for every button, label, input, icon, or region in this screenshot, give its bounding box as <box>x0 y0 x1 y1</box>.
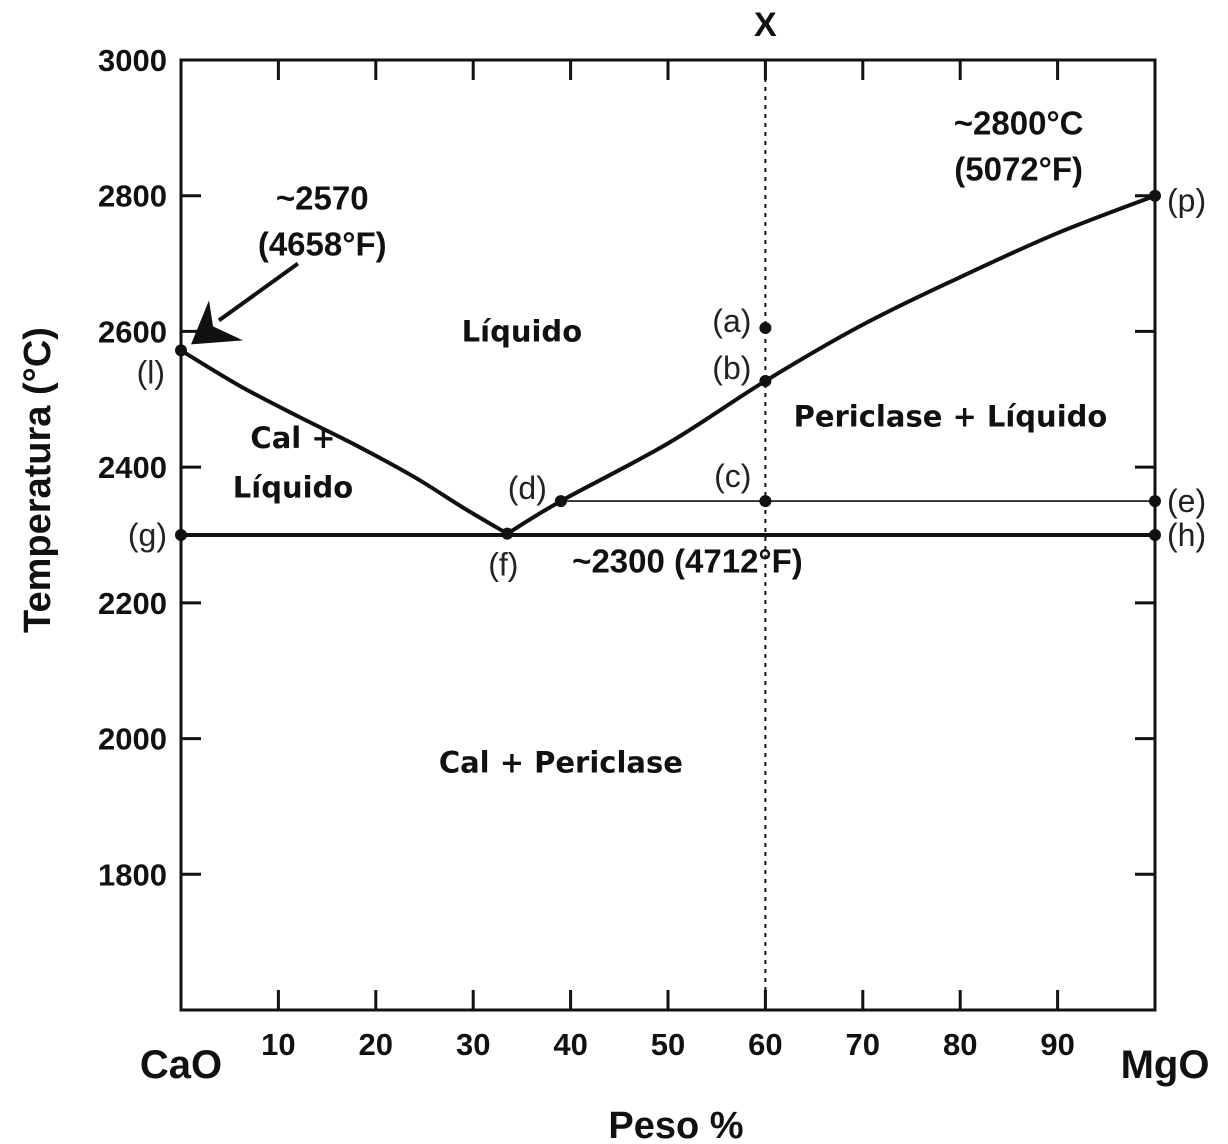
x-end-label-left: CaO <box>140 1043 222 1087</box>
y-tick-label: 2000 <box>98 722 167 757</box>
point-label: (b) <box>712 350 751 386</box>
plot-lines <box>179 60 1156 1010</box>
x-tick-label: 20 <box>359 1027 393 1062</box>
annotation-text: ~2800°C <box>954 105 1084 142</box>
data-point <box>759 495 772 508</box>
x-tick-label: 80 <box>943 1027 977 1062</box>
point-label: (l) <box>137 354 165 390</box>
data-point <box>554 495 567 508</box>
liquidus-curve-0 <box>179 348 509 536</box>
annotation-text: (5072°F) <box>954 151 1083 188</box>
data-point <box>1149 495 1161 508</box>
region-label: Cal + <box>250 421 335 455</box>
x-tick-label: 10 <box>261 1027 295 1062</box>
y-tick-label: 1800 <box>98 857 167 892</box>
x-tick-label: 70 <box>846 1027 880 1062</box>
marker-line-label: X <box>754 6 777 44</box>
x-tick-label: 30 <box>456 1027 490 1062</box>
data-point <box>759 322 772 335</box>
liquidus-curve-1 <box>506 193 1156 536</box>
y-tick-label: 3000 <box>98 43 167 78</box>
y-axis-ticks: 1800 2000 2200 2400 2600 2800 3000 <box>98 43 1155 892</box>
y-tick-label: 2400 <box>98 450 167 485</box>
region-label: Líquido <box>233 471 353 505</box>
data-point <box>759 374 772 387</box>
annotation-text: ~2300 (4712°F) <box>572 542 803 579</box>
arrow-head <box>191 300 243 345</box>
y-tick-label: 2200 <box>98 586 167 621</box>
point-label: (e) <box>1167 483 1206 519</box>
x-tick-label: 40 <box>553 1027 587 1062</box>
point-label: (h) <box>1167 517 1206 553</box>
point-label: (p) <box>1167 183 1206 219</box>
data-points: (a) (b) (c) (d) (e) (f) (g) (h) (l) (p) <box>128 183 1206 583</box>
y-tick-label: 2800 <box>98 179 167 214</box>
annotation-arrow <box>191 261 300 345</box>
data-point <box>501 527 514 540</box>
chart-text: Peso % Temperatura (°C) X Líquido Periclase … <box>17 6 1107 1144</box>
x-tick-label: 60 <box>748 1027 782 1062</box>
x-end-label-right: MgO <box>1121 1043 1210 1087</box>
point-label: (f) <box>488 547 518 583</box>
point-label: (g) <box>128 517 167 553</box>
point-label: (c) <box>714 458 751 494</box>
y-tick-label: 2600 <box>98 314 167 349</box>
x-tick-label: 50 <box>651 1027 685 1062</box>
arrow-shaft <box>217 261 300 323</box>
data-point <box>175 529 187 541</box>
region-label: Periclase + Líquido <box>794 399 1108 433</box>
x-axis-ticks: 10 20 30 40 50 60 70 80 90 CaO MgO <box>140 60 1210 1087</box>
data-point <box>1149 529 1161 541</box>
point-label: (d) <box>508 470 547 506</box>
data-point <box>1149 189 1161 202</box>
annotation-text: ~2570 <box>276 179 369 216</box>
region-label: Cal + Periclase <box>439 746 683 780</box>
data-point <box>175 344 187 357</box>
annotation-text: (4658°F) <box>258 225 387 262</box>
region-label: Líquido <box>462 315 582 349</box>
x-tick-label: 90 <box>1040 1027 1074 1062</box>
point-label: (a) <box>712 303 751 339</box>
y-axis-title: Temperatura (°C) <box>17 327 59 633</box>
x-axis-title: Peso % <box>608 1105 743 1144</box>
